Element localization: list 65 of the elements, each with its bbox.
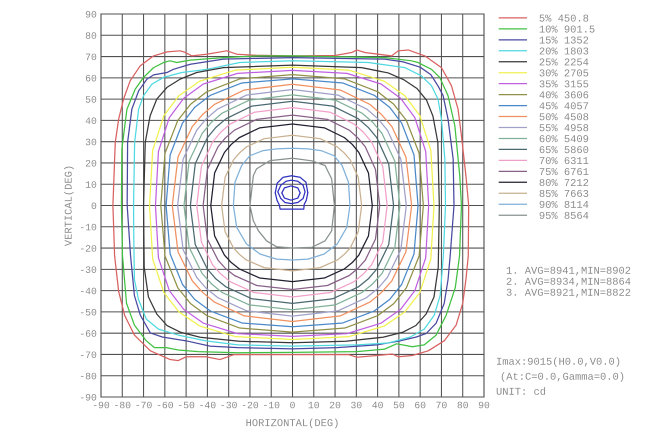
y-tick-label: 80 [86, 32, 96, 39]
x-tick-label: -90 [94, 402, 110, 408]
y-tick-label: -80 [80, 372, 96, 380]
text: 2. AVG=8934,MIN=8864 [506, 278, 630, 287]
y-tick-label: -70 [80, 351, 96, 358]
x-tick-label: -40 [200, 402, 216, 408]
legend-label: 15% 1352 [540, 36, 588, 44]
legend-label: 85% 7663 [540, 190, 588, 198]
x-tick-label: 20 [330, 402, 340, 408]
y-tick-label: 50 [86, 96, 96, 103]
y-tick-label: 60 [86, 74, 96, 82]
legend-label: 35% 3155 [540, 80, 588, 88]
y-tick-label: -90 [80, 394, 96, 401]
legend-label: 30% 2705 [540, 69, 588, 76]
y-tick-label: 70 [86, 54, 96, 60]
x-tick-label: 30 [351, 402, 362, 408]
y-tick-label: 90 [86, 11, 96, 18]
x-tick-label: -80 [115, 402, 130, 408]
legend-label: 40% 3606 [539, 91, 588, 98]
x-tick-label: 0 [290, 402, 295, 408]
x-tick-label: -70 [136, 402, 152, 408]
legend-label: 90% 8114 [540, 200, 588, 208]
y-tick-label: -30 [80, 266, 96, 273]
y-tick-label: 40 [86, 117, 96, 124]
legend-label: 5% 450.8 [540, 14, 588, 22]
x-tick-label: 90 [478, 402, 490, 408]
x-tick-label: -10 [264, 402, 280, 408]
legend-label: 80% 7212 [540, 178, 588, 186]
y-tick-label: -40 [80, 288, 96, 294]
y-axis-title: VERTICAL(DEG) [64, 166, 74, 246]
x-tick-label: 10 [308, 402, 320, 408]
legend-label: 70% 6311 [540, 157, 588, 164]
y-tick-label: 10 [86, 181, 96, 188]
y-tick-label: 30 [86, 138, 96, 146]
text: Imax:9015(H0.0,V0.0) [497, 357, 620, 367]
y-tick-label: -10 [80, 224, 96, 230]
legend-label: 50% 4508 [540, 113, 588, 120]
text: UNIT: cd [496, 387, 546, 395]
y-tick-label: 0 [92, 202, 96, 210]
legend-label: 60% 5409 [540, 135, 588, 142]
x-tick-label: -20 [242, 402, 258, 408]
y-tick-label: -60 [80, 330, 96, 337]
x-tick-label: -30 [222, 402, 237, 408]
legend-label: 25% 2254 [540, 58, 588, 66]
text: (At:C=0.0,Gamma=0.0) [502, 372, 624, 382]
text: 1. AVG=8941,MIN=8902 [506, 266, 630, 276]
y-tick-label: -20 [80, 245, 96, 252]
x-tick-label: 80 [458, 402, 468, 408]
x-tick-label: -60 [158, 402, 173, 408]
legend-label: 20% 1803 [540, 47, 588, 55]
y-tick-label: -50 [80, 308, 96, 316]
legend-label: 75% 6761 [540, 168, 588, 176]
x-tick-label: 50 [394, 402, 404, 408]
x-axis-title: HORIZONTAL(DEG) [246, 418, 338, 428]
legend-label: 95% 8564 [540, 212, 588, 219]
text: 3. AVG=8921,MIN=8822 [506, 288, 630, 298]
legend-label: 45% 4057 [539, 102, 588, 110]
y-tick-label: 20 [86, 160, 96, 167]
x-tick-label: -50 [178, 402, 194, 408]
x-tick-label: 40 [372, 402, 383, 408]
legend-label: 10% 901.5 [540, 26, 594, 33]
x-tick-label: 60 [415, 402, 426, 408]
legend-label: 65% 5860 [540, 146, 588, 154]
legend-label: 55% 4958 [540, 124, 588, 132]
x-tick-label: 70 [436, 402, 447, 408]
